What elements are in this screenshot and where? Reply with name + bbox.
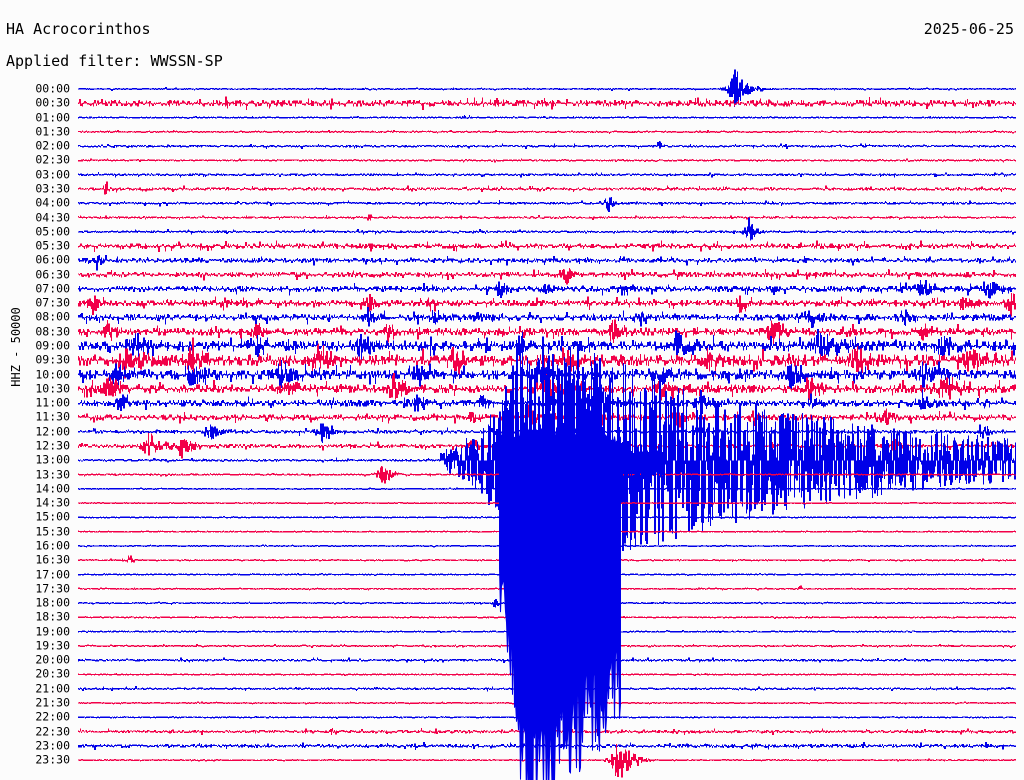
time-label: 21:30	[35, 695, 70, 710]
applied-filter-label: Applied filter: WWSSN-SP	[6, 52, 223, 70]
time-label: 00:00	[35, 81, 70, 96]
trace-line	[78, 744, 1016, 778]
time-label: 03:00	[35, 167, 70, 182]
time-label: 17:00	[35, 567, 70, 582]
time-label: 11:30	[35, 409, 70, 424]
time-label: 13:00	[35, 452, 70, 467]
time-label: 22:00	[35, 709, 70, 724]
time-label: 07:00	[35, 281, 70, 296]
trace-line	[78, 240, 1016, 252]
time-label: 11:00	[35, 395, 70, 410]
time-label: 15:00	[35, 509, 70, 524]
trace-line	[78, 268, 1016, 285]
time-label: 06:30	[35, 267, 70, 282]
time-label: 08:00	[35, 309, 70, 324]
time-label: 20:00	[35, 652, 70, 667]
trace-line	[78, 171, 1016, 178]
time-label: 07:30	[35, 295, 70, 310]
time-label: 09:00	[35, 338, 70, 353]
trace-line	[78, 114, 1016, 120]
time-label: 00:30	[35, 95, 70, 110]
time-label: 12:00	[35, 424, 70, 439]
trace-line	[78, 293, 1016, 317]
time-label: 03:30	[35, 181, 70, 196]
trace-line	[78, 96, 1016, 111]
time-label: 18:30	[35, 609, 70, 624]
time-label: 19:00	[35, 624, 70, 639]
trace-line	[78, 319, 1016, 346]
time-label: 13:30	[35, 467, 70, 482]
trace-line	[78, 196, 1016, 212]
trace-line	[78, 217, 1016, 241]
time-label: 14:00	[35, 481, 70, 496]
time-label: 04:30	[35, 210, 70, 225]
time-label: 06:00	[35, 252, 70, 267]
trace-line	[78, 158, 1016, 163]
trace-line	[78, 254, 1016, 271]
trace-line	[78, 69, 1016, 108]
time-label: 10:00	[35, 367, 70, 382]
trace-line	[78, 214, 1016, 221]
time-label: 02:30	[35, 152, 70, 167]
record-date: 2025-06-25	[923, 20, 1014, 38]
time-label: 04:00	[35, 195, 70, 210]
time-label: 16:30	[35, 552, 70, 567]
time-label: 01:00	[35, 110, 70, 125]
time-label: 20:30	[35, 666, 70, 681]
time-label: 22:30	[35, 724, 70, 739]
mainshock-coda	[533, 424, 665, 526]
time-axis: 00:00 00:30 01:00 01:30 02:00 02:30 03:00 03:30…	[0, 0, 78, 780]
time-label: 17:30	[35, 581, 70, 596]
time-label: 15:30	[35, 524, 70, 539]
time-label: 14:30	[35, 495, 70, 510]
time-label: 08:30	[35, 324, 70, 339]
trace-line	[78, 181, 1016, 195]
trace-line	[78, 328, 1016, 361]
time-label: 05:30	[35, 238, 70, 253]
time-label: 02:00	[35, 138, 70, 153]
time-label: 05:00	[35, 224, 70, 239]
trace-line	[78, 141, 1016, 149]
trace-line	[78, 129, 1016, 134]
seismogram-canvas	[78, 69, 1016, 780]
time-label: 23:00	[35, 738, 70, 753]
time-label: 18:00	[35, 595, 70, 610]
time-label: 01:30	[35, 124, 70, 139]
trace-line	[78, 279, 1016, 299]
seismogram-plot	[78, 0, 1016, 780]
time-label: 23:30	[35, 752, 70, 767]
time-label: 21:00	[35, 681, 70, 696]
time-label: 09:30	[35, 352, 70, 367]
page-title: HA Acrocorinthos	[6, 20, 151, 38]
time-label: 12:30	[35, 438, 70, 453]
trace-line	[78, 306, 1016, 328]
time-label: 10:30	[35, 381, 70, 396]
time-label: 19:30	[35, 638, 70, 653]
time-label: 16:00	[35, 538, 70, 553]
